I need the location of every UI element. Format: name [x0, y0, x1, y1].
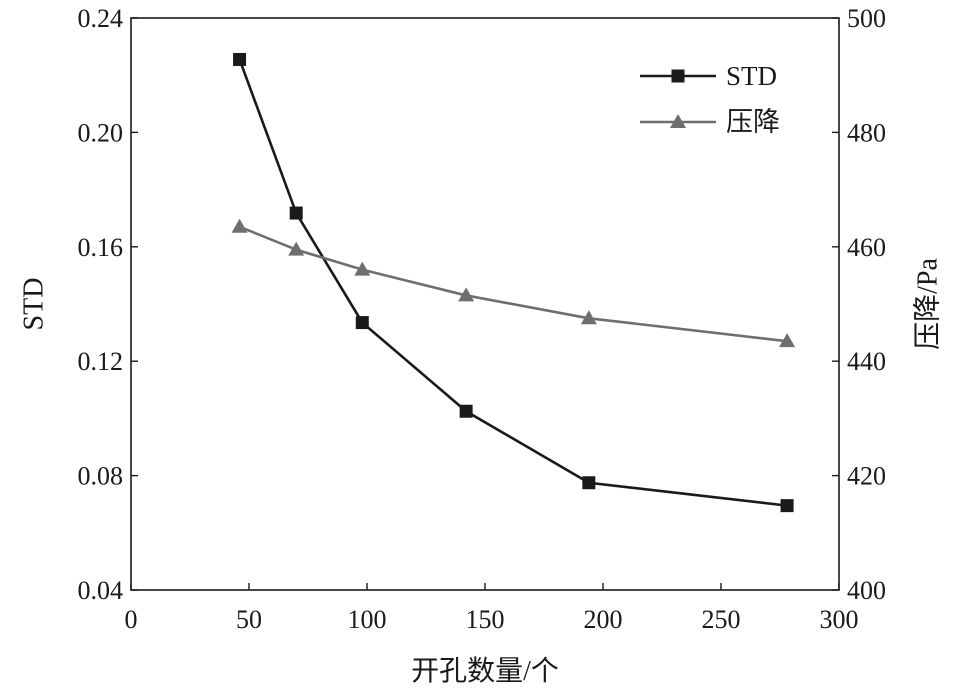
right-y-axis-title: 压降/Pa [911, 258, 943, 350]
right-y-tick-label: 480 [847, 118, 886, 147]
right-y-tick-label: 420 [847, 462, 886, 491]
x-tick-label: 200 [584, 605, 623, 634]
left-y-tick-label: 0.16 [78, 233, 124, 262]
data-point [582, 476, 596, 490]
x-tick-label: 300 [820, 605, 859, 634]
data-point [354, 261, 371, 276]
left-y-tick-label: 0.12 [78, 347, 124, 376]
series-pressure-drop [231, 218, 796, 348]
data-point [779, 333, 796, 348]
x-tick-label: 150 [466, 605, 505, 634]
x-axis-title: 开孔数量/个 [411, 655, 559, 687]
data-point [458, 287, 475, 302]
legend-label: STD [726, 61, 777, 91]
right-y-tick-label: 440 [847, 347, 886, 376]
x-tick-label: 50 [236, 605, 262, 634]
right-y-tick-label: 460 [847, 233, 886, 262]
left-y-axis-title: STD [18, 278, 49, 331]
data-point [780, 499, 794, 513]
series-std [233, 52, 794, 513]
plot-frame [130, 17, 840, 591]
data-point [459, 404, 473, 418]
right-y-tick-label: 400 [847, 576, 886, 605]
legend-marker [670, 114, 686, 128]
data-point [231, 218, 248, 233]
x-tick-label: 0 [125, 605, 138, 634]
data-point [580, 310, 597, 325]
plot-axes: 0 50 100 150 200 250 300 0.04 0.08 0.12 0.16 0.20 0.… [78, 4, 887, 634]
left-y-tick-label: 0.08 [78, 462, 124, 491]
data-point [289, 206, 303, 220]
left-y-tick-label: 0.24 [78, 4, 124, 33]
x-tick-label: 250 [702, 605, 741, 634]
series-line [238, 59, 788, 507]
legend: STD 压降 [640, 61, 780, 137]
series-line [239, 225, 788, 343]
left-y-tick-label: 0.20 [78, 118, 124, 147]
legend-label: 压降 [726, 107, 780, 137]
legend-marker [671, 69, 685, 83]
right-y-tick-label: 500 [847, 4, 886, 33]
data-point [355, 316, 369, 330]
data-point [233, 52, 247, 66]
left-y-tick-label: 0.04 [78, 576, 124, 605]
x-tick-label: 100 [348, 605, 387, 634]
data-point [288, 241, 305, 256]
series-layer [231, 52, 796, 513]
